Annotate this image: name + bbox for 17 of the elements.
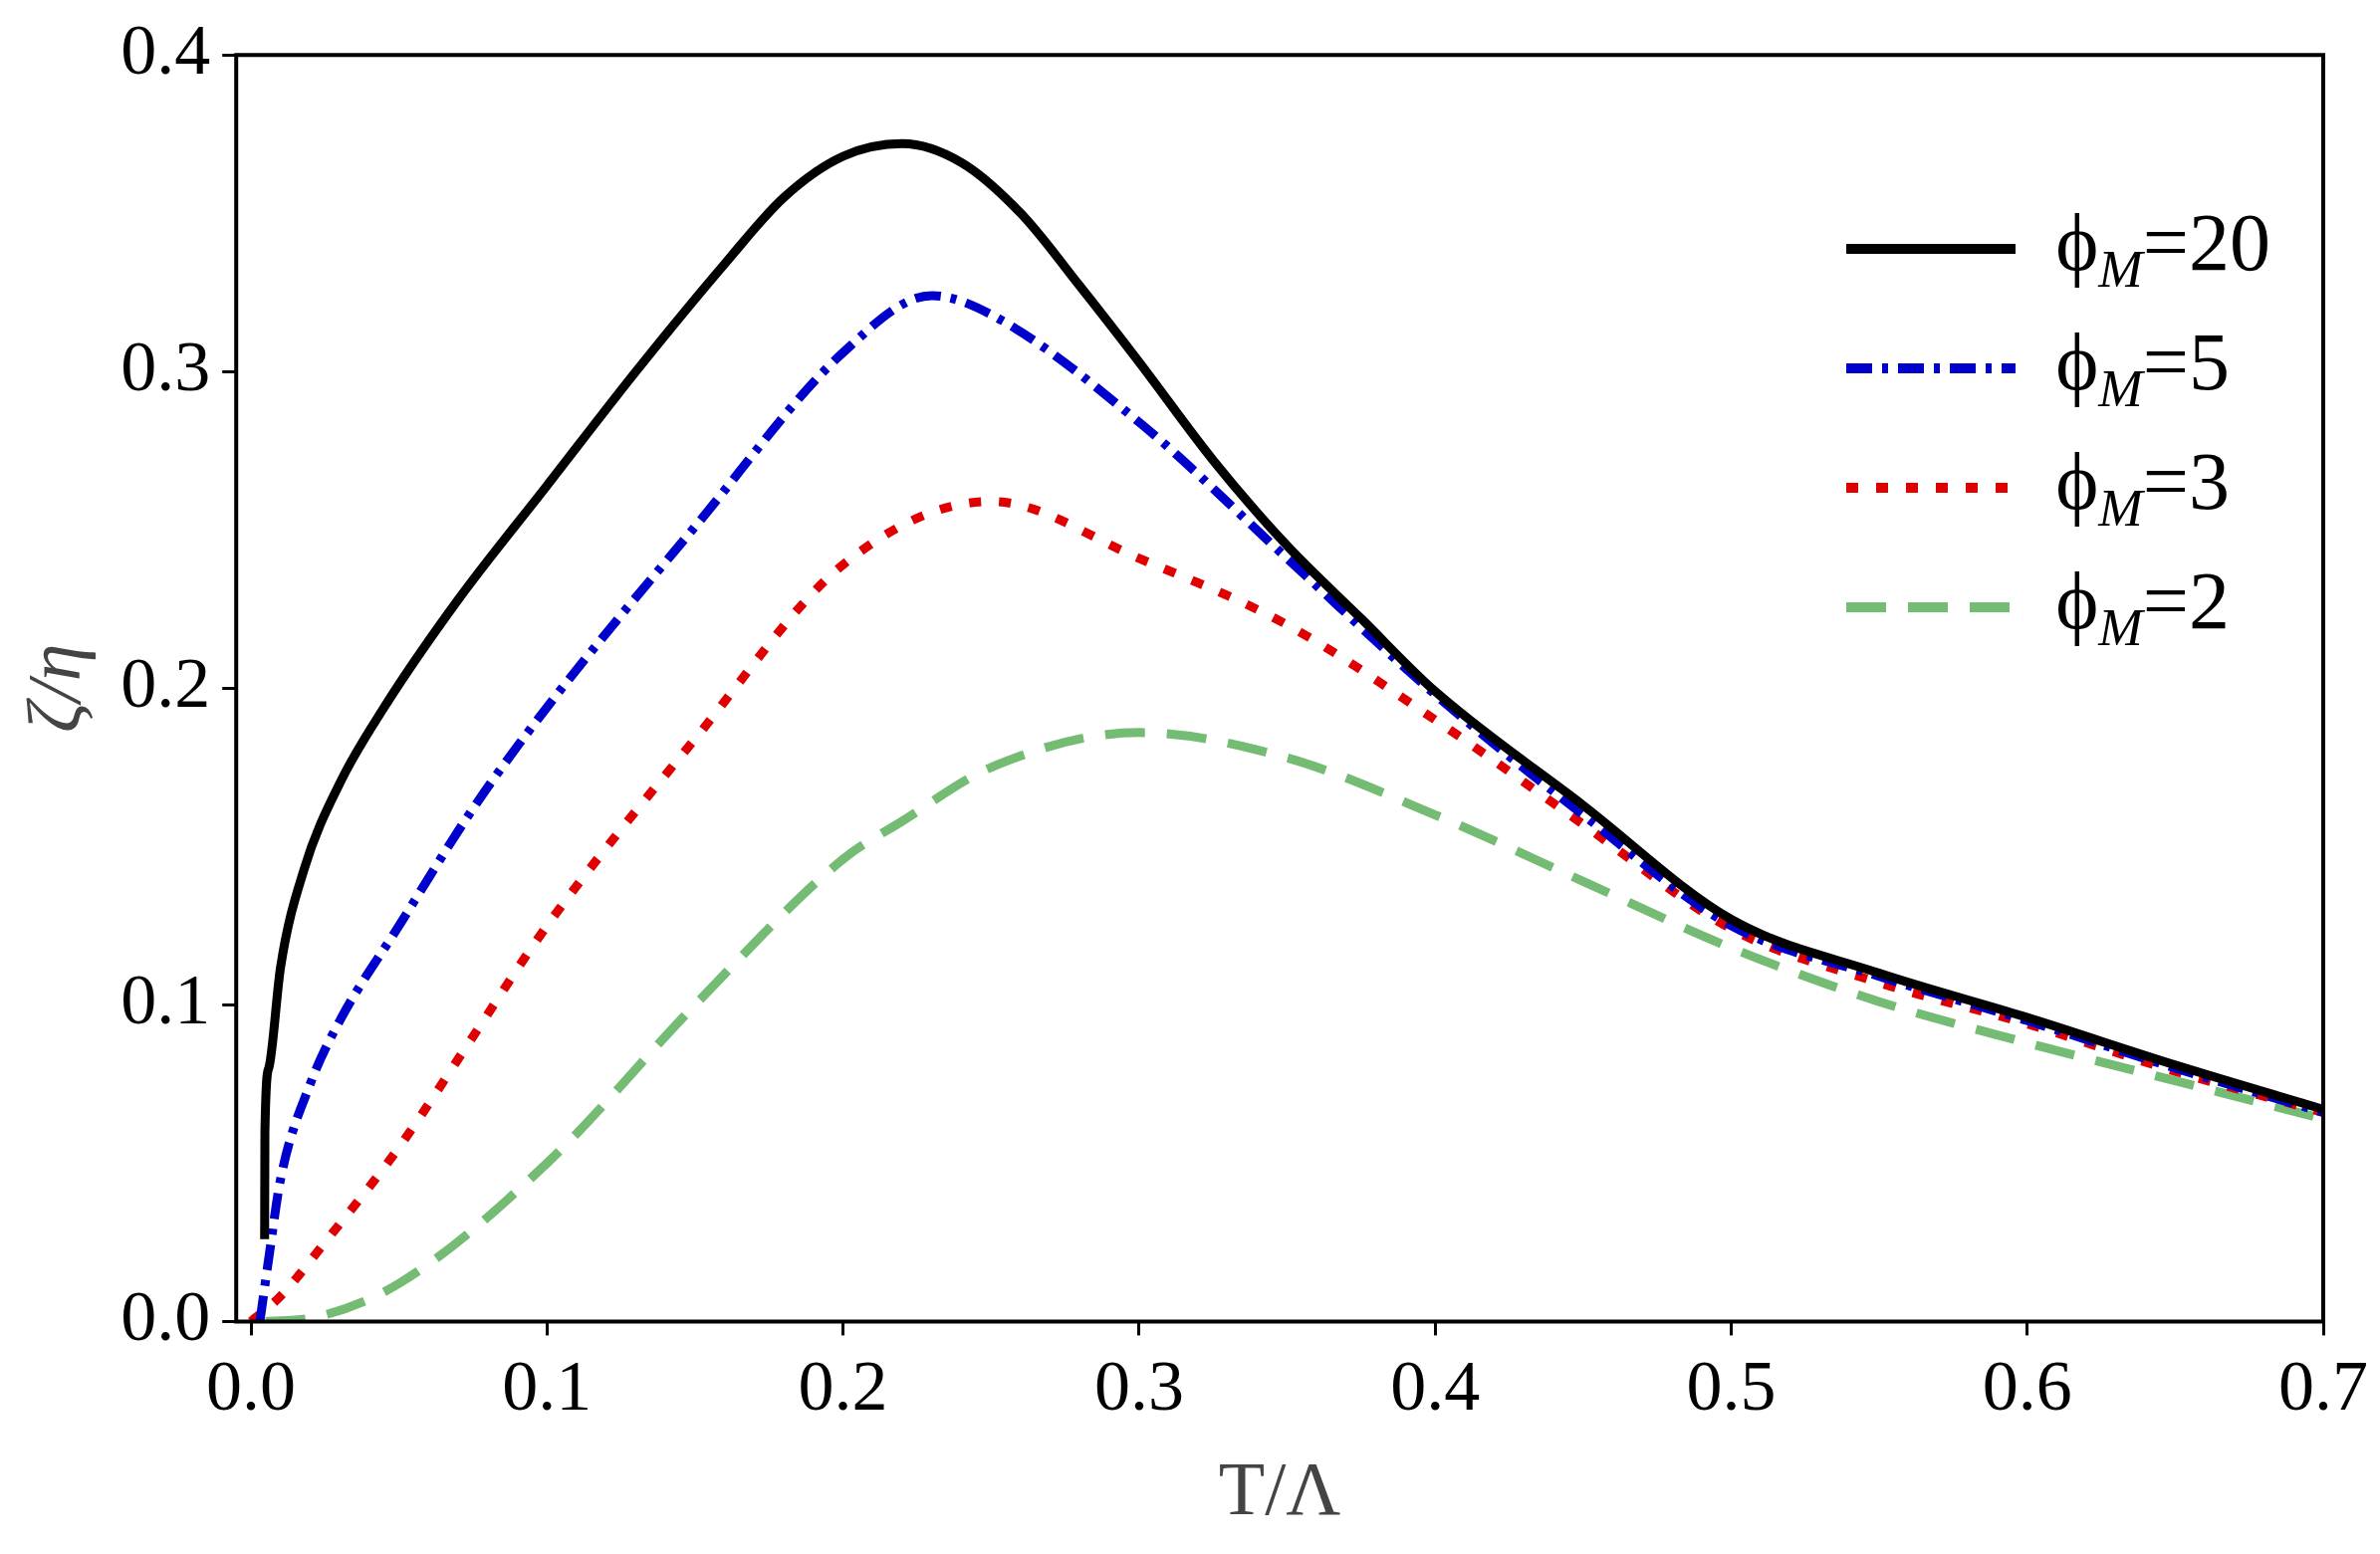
x-tick-label: 0.4 <box>1390 1345 1481 1426</box>
y-tick-label: 0.3 <box>120 327 211 407</box>
y-tick-label: 0.2 <box>120 643 211 724</box>
y-tick-label: 0.1 <box>120 960 211 1040</box>
legend-label: ϕ$_{M}$=5 <box>2055 316 2230 419</box>
x-tick-label: 0.6 <box>1982 1345 2072 1426</box>
x-tick-label: 0.5 <box>1686 1345 1777 1426</box>
x-tick-label: 0.2 <box>798 1345 888 1426</box>
legend-label: ϕ$_{M}$=2 <box>2055 555 2230 658</box>
x-tick-label: 0.7 <box>2278 1345 2368 1426</box>
x-tick-label: 0.3 <box>1093 1345 1184 1426</box>
y-axis-title: ζ/η <box>11 643 96 734</box>
x-tick-label: 0.1 <box>502 1345 593 1426</box>
y-tick-label: 0.4 <box>120 10 211 91</box>
legend-label: ϕ$_{M}$=20 <box>2055 196 2270 300</box>
legend-label: ϕ$_{M}$=3 <box>2055 435 2230 539</box>
x-axis-title: T/Λ <box>1218 1446 1341 1531</box>
